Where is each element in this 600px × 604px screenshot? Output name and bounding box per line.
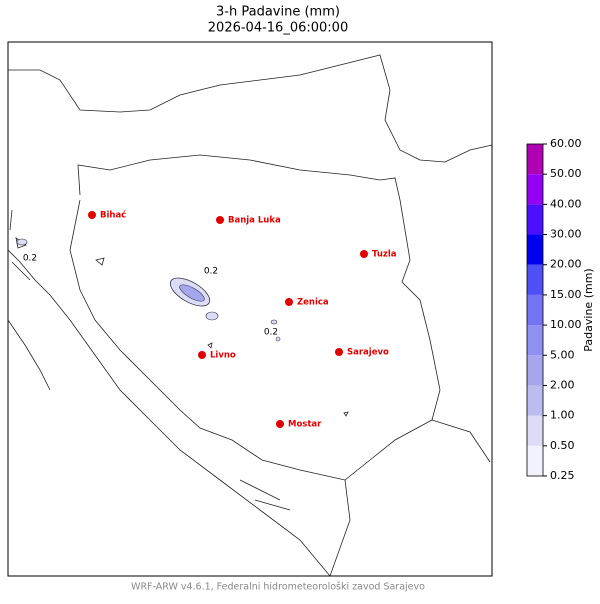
precip-contours [16, 238, 281, 342]
contour-label: 0.2 [204, 267, 218, 277]
colorbar-tick-label: 20.00 [550, 258, 582, 271]
colorbar-tick-label: 60.00 [550, 137, 582, 150]
colorbar-segment [527, 385, 543, 416]
subtitle: 2026-04-16_06:00:00 [208, 21, 348, 36]
colorbar-segment [527, 445, 543, 476]
colorbar-segment [527, 204, 543, 235]
colorbar-tick-label: 0.25 [550, 469, 575, 482]
contour-label: 0.2 [23, 254, 37, 264]
colorbar-label: Padavine (mm) [582, 268, 595, 351]
city-label: Zenica [297, 298, 329, 308]
colorbar-frame [526, 143, 544, 477]
city-label: Mostar [288, 420, 322, 430]
footer: WRF-ARW v4.6.1, Federalni hidrometeorolo… [131, 582, 425, 593]
colorbar-segment [527, 325, 543, 356]
colorbar-segment [527, 144, 543, 175]
contour-labels: 0.2 0.2 0.2 [23, 254, 278, 338]
colorbar-tick-label: 5.00 [550, 348, 575, 361]
colorbar-tick-label: 10.00 [550, 318, 582, 331]
colorbar-tick-label: 2.00 [550, 378, 575, 391]
colorbar-segment [527, 355, 543, 386]
colorbar-tick-label: 50.00 [550, 167, 582, 180]
colorbar-tick-label: 30.00 [550, 228, 582, 241]
city-marker [198, 351, 206, 359]
city-marker [216, 216, 224, 224]
geography [7, 54, 493, 577]
city-marker [88, 211, 96, 219]
colorbar-segment [527, 264, 543, 295]
colorbar-tick-label: 40.00 [550, 197, 582, 210]
colorbar-segment [527, 234, 543, 265]
colorbar-segment [527, 415, 543, 446]
city-label: Bihać [100, 210, 126, 221]
city-label: Tuzla [372, 250, 397, 260]
colorbar-segment [527, 174, 543, 205]
colorbar-segment [527, 294, 543, 326]
title: 3-h Padavine (mm) [216, 5, 340, 20]
city-label: Sarajevo [347, 348, 389, 358]
colorbar-tick-label: 15.00 [550, 288, 582, 301]
cities: Bihać Banja Luka Tuzla Zenica Sarajevo Livno M… [88, 210, 397, 430]
map-frame [7, 41, 493, 577]
colorbar: 0.25 0.50 1.00 2.00 5.00 10.00 15.00 20.00 30.00… [526, 137, 582, 482]
colorbar-tick-label: 0.50 [550, 439, 575, 452]
contour-label: 0.2 [264, 328, 278, 338]
city-marker [276, 420, 284, 428]
city-label: Banja Luka [228, 216, 281, 226]
city-marker [360, 250, 368, 258]
colorbar-tick-label: 1.00 [550, 409, 575, 422]
city-marker [335, 348, 343, 356]
city-marker [285, 298, 293, 306]
city-label: Livno [210, 351, 236, 361]
